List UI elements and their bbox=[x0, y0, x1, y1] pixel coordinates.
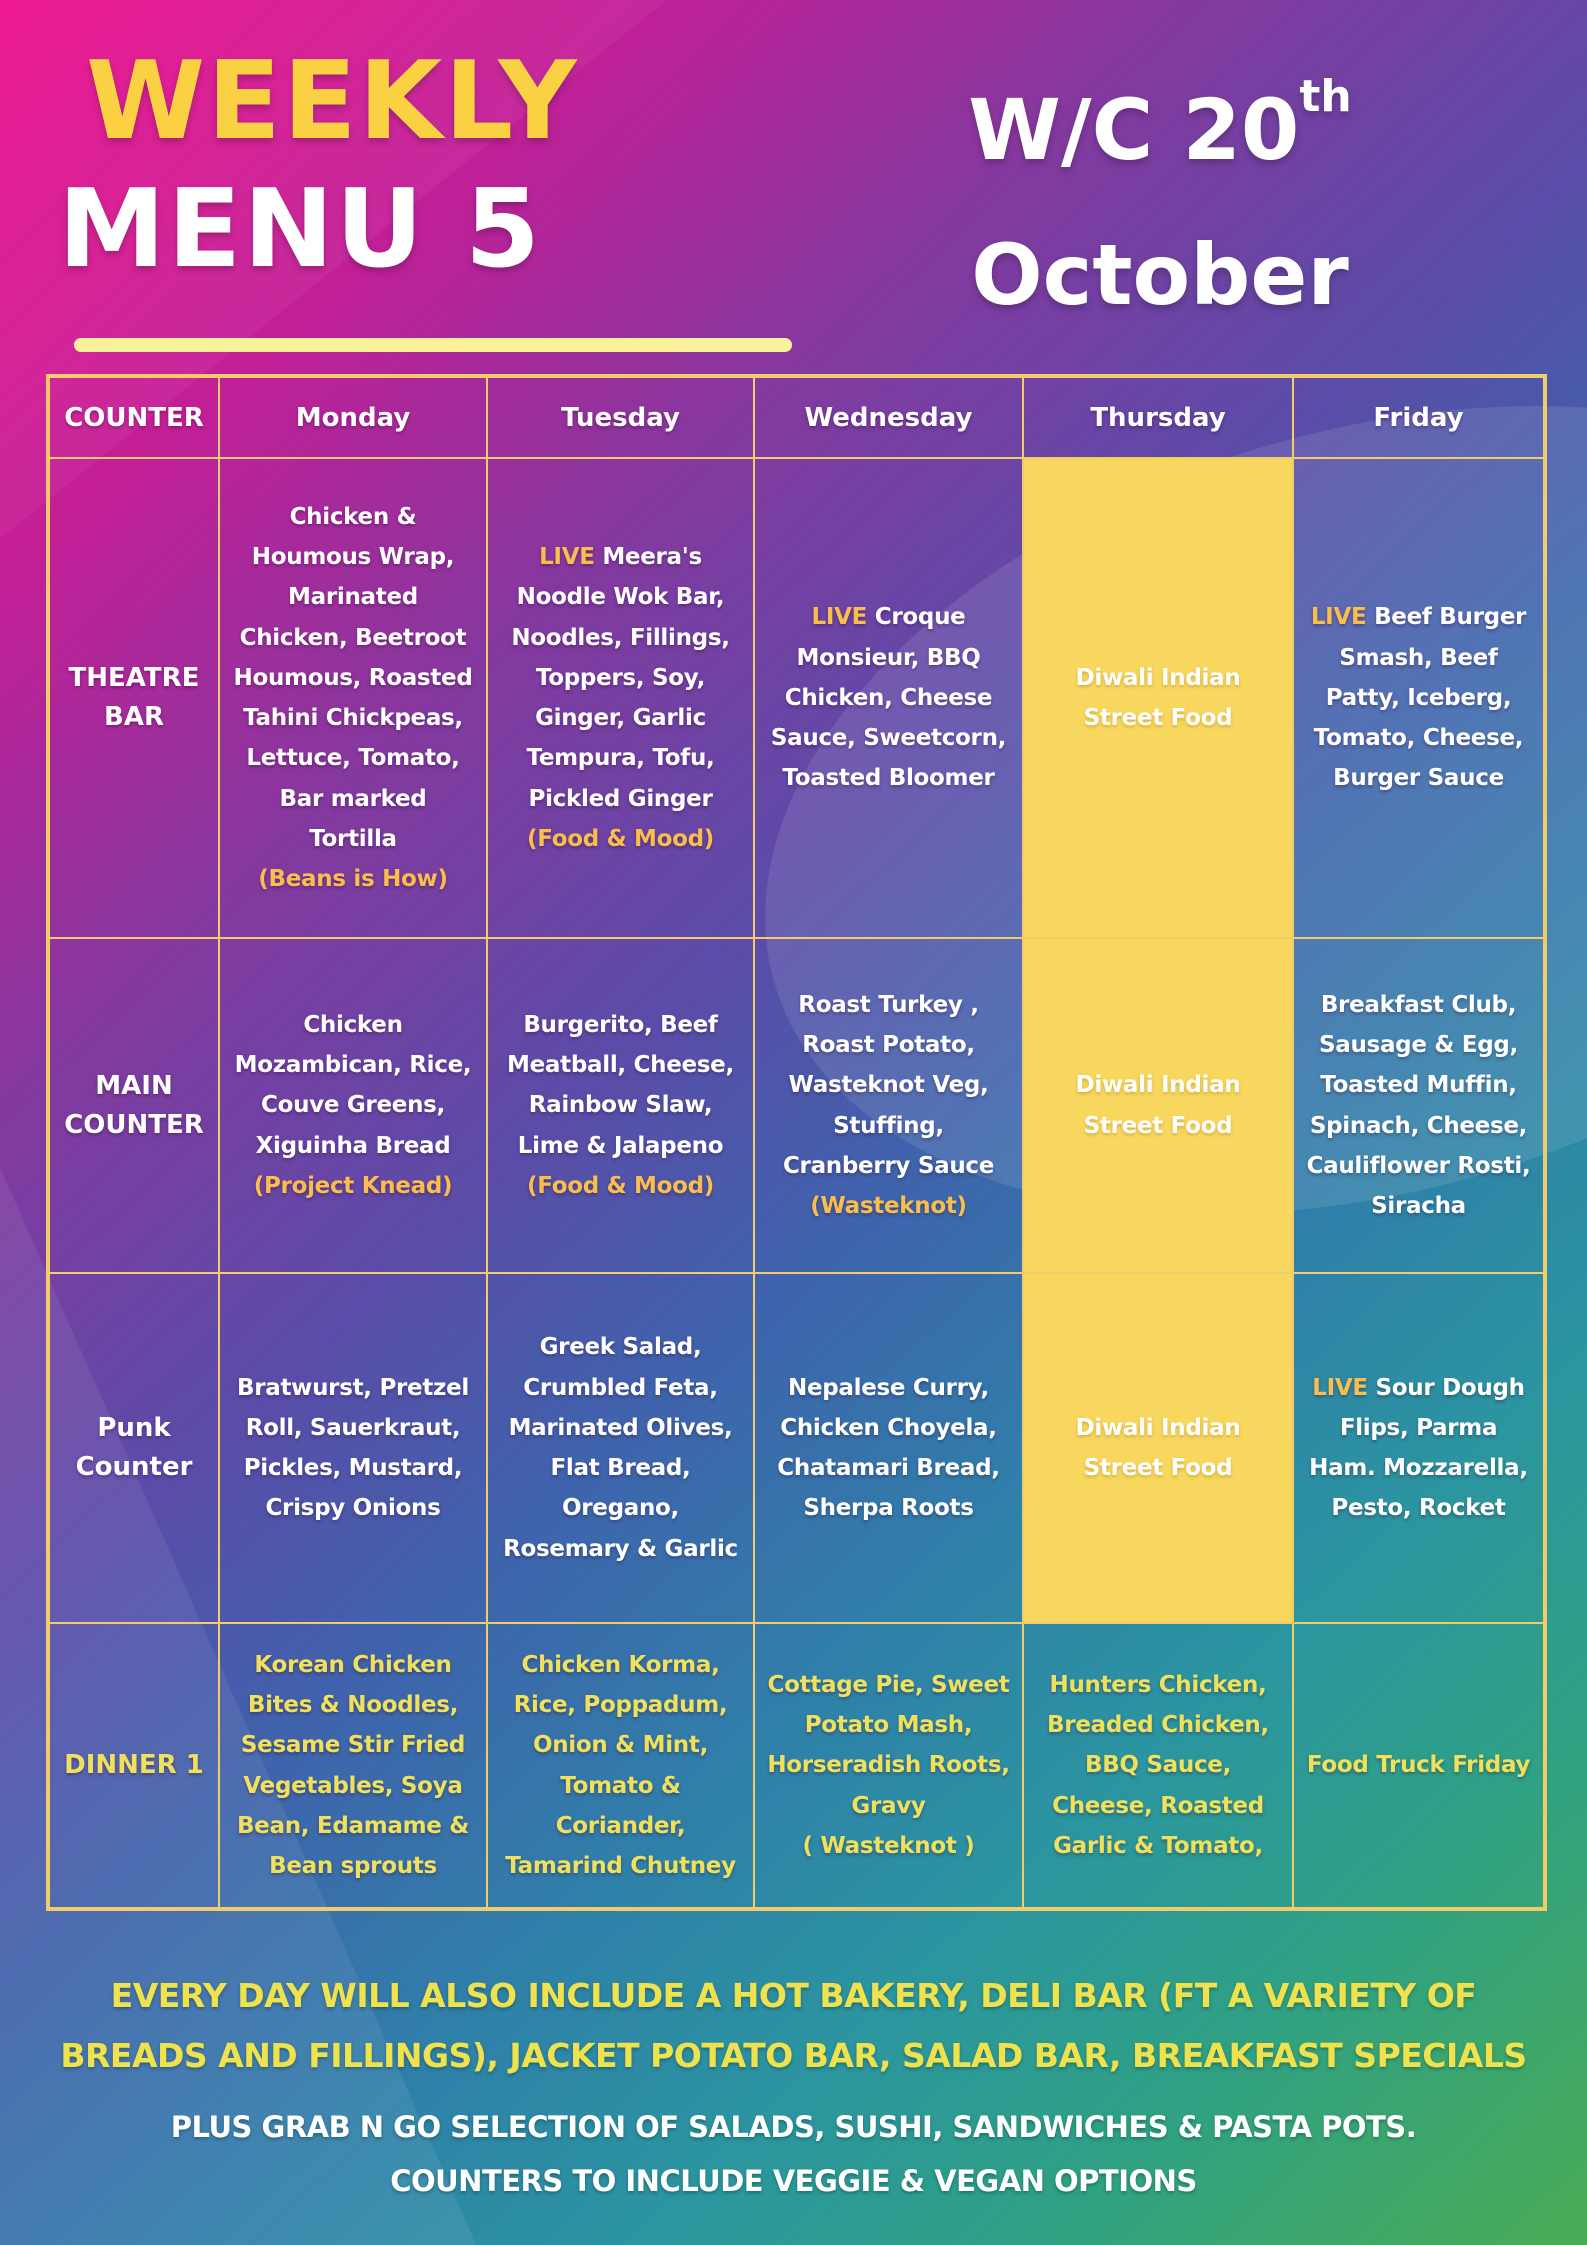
counter-label-punk-counter: Punk Counter bbox=[49, 1273, 219, 1623]
menu-accent-text: LIVE bbox=[811, 604, 868, 631]
menu-table: COUNTER Monday Tuesday Wednesday Thursda… bbox=[46, 374, 1547, 1911]
menu-cell-dinner-1-thursday: Hunters Chicken, Breaded Chicken, BBQ Sa… bbox=[1023, 1623, 1293, 1908]
menu-text: Beef Burger Smash, Beef Patty, Iceberg, … bbox=[1313, 604, 1527, 792]
column-header-monday: Monday bbox=[219, 377, 487, 458]
menu-cell-text: Roast Turkey , Roast Potato, Wasteknot V… bbox=[767, 985, 1010, 1227]
menu-cell-text: Chicken Korma, Rice, Poppadum, Onion & M… bbox=[500, 1645, 741, 1887]
menu-cell-theatre-bar-tuesday: LIVE Meera's Noodle Wok Bar, Noodles, Fi… bbox=[487, 458, 754, 938]
footer-daily-includes-line1: EVERY DAY WILL ALSO INCLUDE A HOT BAKERY… bbox=[110, 1976, 1477, 2015]
menu-text: Diwali Indian Street Food bbox=[1075, 664, 1241, 731]
menu-cell-dinner-1-tuesday: Chicken Korma, Rice, Poppadum, Onion & M… bbox=[487, 1623, 754, 1908]
menu-cell-punk-counter-wednesday: Nepalese Curry, Chicken Choyela, Chatama… bbox=[754, 1273, 1023, 1623]
menu-accent-text: LIVE bbox=[1310, 604, 1367, 631]
menu-cell-text: Bratwurst, Pretzel Roll, Sauerkraut, Pic… bbox=[232, 1368, 474, 1529]
menu-cell-dinner-1-friday: Food Truck Friday bbox=[1293, 1623, 1544, 1908]
menu-text: Cottage Pie, Sweet Potato Mash, Horserad… bbox=[767, 1671, 1010, 1819]
week-commencing-date: W/C 20th bbox=[880, 42, 1440, 185]
menu-text: Sour Dough Flips, Parma Ham. Mozzarella,… bbox=[1309, 1374, 1528, 1522]
menu-text: Korean Chicken Bites & Noodles, Sesame S… bbox=[236, 1651, 470, 1879]
footer-daily-includes-line2: BREADS AND FILLINGS), JACKET POTATO BAR,… bbox=[60, 2036, 1527, 2075]
menu-text: Chicken Mozambican, Rice, Couve Greens, … bbox=[234, 1011, 472, 1159]
counter-label-theatre-bar: THEATRE BAR bbox=[49, 458, 219, 938]
menu-cell-punk-counter-thursday: Diwali Indian Street Food bbox=[1023, 1273, 1293, 1623]
menu-accent-text: (Wasteknot) bbox=[810, 1193, 967, 1219]
menu-cell-theatre-bar-friday: LIVE Beef Burger Smash, Beef Patty, Iceb… bbox=[1293, 458, 1544, 938]
week-commencing: W/C 20th October bbox=[880, 42, 1440, 330]
menu-cell-dinner-1-wednesday: Cottage Pie, Sweet Potato Mash, Horserad… bbox=[754, 1623, 1023, 1908]
menu-accent-text: (Food & Mood) bbox=[527, 825, 714, 852]
menu-accent-text: LIVE bbox=[1312, 1374, 1368, 1401]
menu-text: Breakfast Club, Sausage & Egg, Toasted M… bbox=[1306, 991, 1531, 1219]
menu-text: Croque Monsieur, BBQ Chicken, Cheese Sau… bbox=[770, 604, 1007, 792]
menu-cell-punk-counter-friday: LIVE Sour Dough Flips, Parma Ham. Mozzar… bbox=[1293, 1273, 1544, 1623]
menu-accent-text: (Beans is How) bbox=[258, 866, 448, 892]
menu-text: Chicken & Houmous Wrap, Marinated Chicke… bbox=[233, 503, 473, 852]
menu-cell-text: Korean Chicken Bites & Noodles, Sesame S… bbox=[232, 1645, 474, 1887]
menu-cell-text: LIVE Beef Burger Smash, Beef Patty, Iceb… bbox=[1306, 597, 1531, 798]
footer-veggie-vegan: COUNTERS TO INCLUDE VEGGIE & VEGAN OPTIO… bbox=[390, 2164, 1197, 2198]
counter-label-main-counter: MAIN COUNTER bbox=[49, 938, 219, 1273]
counter-label-dinner-1: DINNER 1 bbox=[49, 1623, 219, 1908]
menu-cell-text: LIVE Sour Dough Flips, Parma Ham. Mozzar… bbox=[1306, 1368, 1531, 1529]
menu-cell-punk-counter-tuesday: Greek Salad, Crumbled Feta, Marinated Ol… bbox=[487, 1273, 754, 1623]
page-title-line1: WEEKLY bbox=[86, 39, 579, 164]
menu-text: Roast Turkey , Roast Potato, Wasteknot V… bbox=[782, 991, 995, 1179]
menu-cell-main-counter-tuesday: Burgerito, Beef Meatball, Cheese, Rainbo… bbox=[487, 938, 754, 1273]
column-header-friday: Friday bbox=[1293, 377, 1544, 458]
week-commencing-month: October bbox=[971, 226, 1349, 324]
footer-notes: EVERY DAY WILL ALSO INCLUDE A HOT BAKERY… bbox=[0, 1966, 1587, 2208]
menu-text: Bratwurst, Pretzel Roll, Sauerkraut, Pic… bbox=[236, 1374, 470, 1522]
title-underline bbox=[74, 338, 792, 352]
menu-text: Nepalese Curry, Chicken Choyela, Chatama… bbox=[777, 1374, 1000, 1522]
menu-cell-dinner-1-monday: Korean Chicken Bites & Noodles, Sesame S… bbox=[219, 1623, 487, 1908]
menu-cell-theatre-bar-thursday: Diwali Indian Street Food bbox=[1023, 458, 1293, 938]
menu-cell-text: Diwali Indian Street Food bbox=[1036, 1408, 1280, 1489]
menu-cell-text: Food Truck Friday bbox=[1306, 1745, 1531, 1785]
menu-cell-text: Chicken & Houmous Wrap, Marinated Chicke… bbox=[232, 497, 474, 900]
menu-text: Greek Salad, Crumbled Feta, Marinated Ol… bbox=[503, 1334, 738, 1562]
menu-text: Meera's Noodle Wok Bar, Noodles, Filling… bbox=[511, 544, 730, 812]
menu-cell-text: Chicken Mozambican, Rice, Couve Greens, … bbox=[232, 1005, 474, 1206]
column-header-tuesday: Tuesday bbox=[487, 377, 754, 458]
menu-cell-punk-counter-monday: Bratwurst, Pretzel Roll, Sauerkraut, Pic… bbox=[219, 1273, 487, 1623]
menu-cell-text: Greek Salad, Crumbled Feta, Marinated Ol… bbox=[500, 1327, 741, 1569]
menu-text: ( Wasteknot ) bbox=[802, 1832, 975, 1859]
page-title-line2: MENU 5 bbox=[58, 167, 543, 292]
menu-text: Hunters Chicken, Breaded Chicken, BBQ Sa… bbox=[1047, 1671, 1269, 1859]
menu-text: Burgerito, Beef Meatball, Cheese, Rainbo… bbox=[507, 1011, 734, 1159]
footer-grab-and-go: PLUS GRAB N GO SELECTION OF SALADS, SUSH… bbox=[170, 2110, 1417, 2144]
menu-accent-text: (Food & Mood) bbox=[527, 1172, 714, 1199]
menu-cell-text: Breakfast Club, Sausage & Egg, Toasted M… bbox=[1306, 985, 1531, 1227]
menu-cell-main-counter-friday: Breakfast Club, Sausage & Egg, Toasted M… bbox=[1293, 938, 1544, 1273]
week-prefix: W/C 20 bbox=[968, 81, 1300, 179]
menu-cell-text: LIVE Meera's Noodle Wok Bar, Noodles, Fi… bbox=[500, 537, 741, 859]
column-header-wednesday: Wednesday bbox=[754, 377, 1023, 458]
menu-cell-main-counter-thursday: Diwali Indian Street Food bbox=[1023, 938, 1293, 1273]
menu-cell-theatre-bar-monday: Chicken & Houmous Wrap, Marinated Chicke… bbox=[219, 458, 487, 938]
menu-cell-text: Cottage Pie, Sweet Potato Mash, Horserad… bbox=[767, 1665, 1010, 1866]
menu-cell-text: LIVE Croque Monsieur, BBQ Chicken, Chees… bbox=[767, 597, 1010, 798]
menu-accent-text: LIVE bbox=[539, 544, 595, 570]
menu-accent-text: (Project Knead) bbox=[253, 1172, 453, 1199]
menu-cell-text: Hunters Chicken, Breaded Chicken, BBQ Sa… bbox=[1036, 1665, 1280, 1866]
column-header-counter: COUNTER bbox=[49, 377, 219, 458]
menu-cell-text: Diwali Indian Street Food bbox=[1036, 1065, 1280, 1146]
menu-text: Chicken Korma, Rice, Poppadum, Onion & M… bbox=[505, 1651, 736, 1879]
menu-cell-text: Diwali Indian Street Food bbox=[1036, 658, 1280, 739]
column-header-thursday: Thursday bbox=[1023, 377, 1293, 458]
menu-cell-main-counter-monday: Chicken Mozambican, Rice, Couve Greens, … bbox=[219, 938, 487, 1273]
menu-cell-main-counter-wednesday: Roast Turkey , Roast Potato, Wasteknot V… bbox=[754, 938, 1023, 1273]
week-ordinal-suffix: th bbox=[1299, 71, 1352, 122]
menu-cell-theatre-bar-wednesday: LIVE Croque Monsieur, BBQ Chicken, Chees… bbox=[754, 458, 1023, 938]
menu-text: Food Truck Friday bbox=[1306, 1752, 1531, 1779]
menu-cell-text: Nepalese Curry, Chicken Choyela, Chatama… bbox=[767, 1368, 1010, 1529]
menu-cell-text: Burgerito, Beef Meatball, Cheese, Rainbo… bbox=[500, 1005, 741, 1206]
page-title: WEEKLY MENU 5 bbox=[58, 38, 579, 294]
menu-text: Diwali Indian Street Food bbox=[1075, 1414, 1241, 1481]
menu-text: Diwali Indian Street Food bbox=[1075, 1072, 1241, 1139]
